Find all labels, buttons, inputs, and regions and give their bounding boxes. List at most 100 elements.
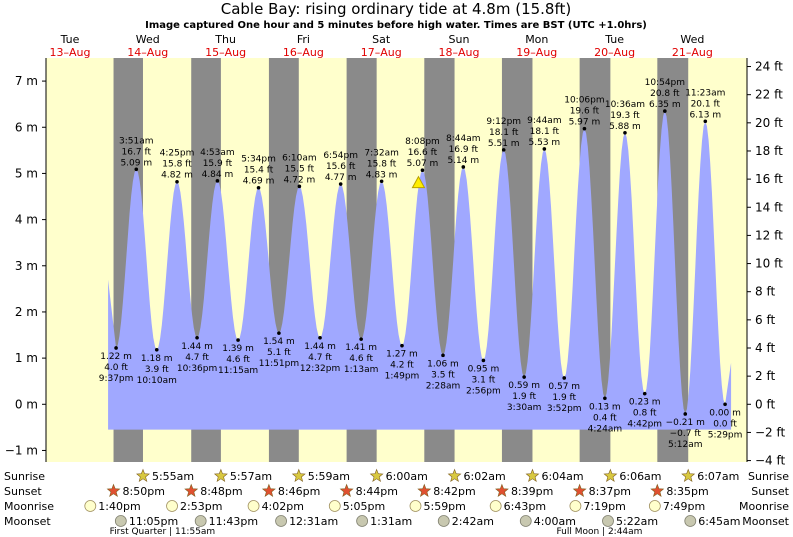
low-tide-m: 0.95 m	[468, 364, 500, 374]
moonrise-icon	[84, 500, 97, 512]
tide-point	[542, 147, 547, 151]
left-tick-label: 6 m	[15, 120, 38, 134]
low-tide-ft: 0.8 ft	[633, 409, 657, 419]
low-tide-ft: 3.5 ft	[431, 370, 455, 380]
day-date: 15–Aug	[205, 46, 246, 59]
left-tick-label: 3 m	[15, 259, 38, 273]
low-tide-m: 1.27 m	[386, 350, 418, 360]
right-tick-label: 10 ft	[755, 257, 783, 271]
high-tide-time: 11:23am	[685, 88, 725, 98]
right-tick-label: 24 ft	[755, 60, 783, 74]
high-tide-ft: 20.8 ft	[650, 89, 680, 99]
moonrise-icon	[247, 500, 260, 512]
day-date: 21–Aug	[672, 46, 713, 59]
high-tide-m: 4.84 m	[202, 170, 234, 180]
tide-point	[256, 185, 261, 190]
low-tide-time: 5:12am	[668, 440, 703, 450]
right-tick-label: 8 ft	[755, 285, 775, 299]
low-tide-ft: 4.0 ft	[104, 363, 128, 373]
tide-point	[501, 148, 506, 152]
sunrise-icon	[369, 468, 384, 482]
moonrise-time: 2:53pm	[180, 500, 222, 513]
right-tick-label: 18 ft	[755, 144, 783, 158]
moonset-time: 12:31am	[289, 515, 338, 528]
left-tick-label: 2 m	[15, 305, 38, 319]
moonrise-time: 4:02pm	[262, 500, 304, 513]
sunrise-time: 6:06am	[619, 470, 661, 483]
day-date: 19–Aug	[516, 46, 557, 59]
tide-point	[379, 179, 384, 184]
low-tide-m: 1.22 m	[100, 352, 132, 362]
right-tick-label: −2 ft	[755, 425, 786, 439]
low-tide-m: 0.57 m	[548, 382, 580, 392]
moonrise-time: 7:49pm	[663, 500, 705, 513]
low-tide-time: 1:49pm	[385, 372, 420, 382]
low-tide-time: 10:10am	[137, 376, 177, 386]
day-name: Fri	[297, 33, 310, 46]
sunrise-icon	[603, 468, 618, 482]
right-tick-label: 2 ft	[755, 369, 775, 383]
tide-curve	[108, 111, 732, 430]
low-tide-ft: 0.4 ft	[593, 413, 617, 423]
chart-title: Cable Bay: rising ordinary tide at 4.8m …	[221, 0, 571, 18]
moonset-icon	[602, 515, 614, 527]
high-tide-ft: 18.1 ft	[489, 128, 519, 138]
sunset-time: 8:48pm	[200, 485, 242, 498]
day-name: Mon	[525, 33, 548, 46]
row-label-left-sunset: Sunset	[4, 485, 42, 498]
moonrise-icon	[489, 500, 502, 512]
low-tide-m: 1.44 m	[304, 342, 336, 352]
left-tick-label: 7 m	[15, 74, 38, 88]
tide-point	[297, 184, 302, 189]
day-name: Sun	[449, 33, 470, 46]
tide-point	[277, 331, 281, 335]
sunset-icon	[650, 483, 665, 497]
left-tick-label: −1 m	[5, 443, 38, 457]
high-tide-time: 10:36am	[605, 100, 645, 110]
moonset-time: 6:45am	[698, 515, 740, 528]
tide-point	[338, 182, 343, 186]
day-date: 18–Aug	[439, 46, 480, 59]
high-tide-m: 5.88 m	[609, 122, 641, 132]
high-tide-ft: 16.6 ft	[408, 148, 438, 158]
high-tide-m: 5.09 m	[120, 158, 152, 168]
low-tide-time: 4:42pm	[627, 420, 662, 430]
sunset-icon	[417, 483, 432, 497]
low-tide-ft: 4.7 ft	[185, 353, 209, 363]
day-name: Wed	[136, 33, 160, 46]
low-tide-time: 1:13am	[344, 365, 379, 375]
day-date: 17–Aug	[361, 46, 402, 59]
high-tide-time: 9:12pm	[486, 117, 521, 127]
current-tide-marker	[411, 175, 426, 189]
high-tide-time: 8:08pm	[405, 137, 440, 147]
low-tide-ft: 1.9 ft	[552, 393, 576, 403]
moonset-icon	[356, 515, 369, 527]
high-tide-m: 4.77 m	[325, 173, 357, 183]
low-tide-time: 3:30am	[507, 403, 542, 413]
high-tide-ft: 18.1 ft	[530, 127, 560, 137]
moonset-time: 11:05pm	[129, 515, 178, 528]
low-tide-m: 0.00 m	[709, 408, 741, 418]
moonset-time: 1:31am	[370, 515, 412, 528]
high-tide-time: 9:44am	[527, 116, 562, 126]
high-tide-ft: 16.9 ft	[449, 145, 479, 155]
high-tide-m: 5.97 m	[569, 118, 601, 128]
sunset-icon	[495, 483, 509, 497]
right-tick-label: 14 ft	[755, 200, 783, 214]
low-tide-ft: 4.6 ft	[349, 354, 373, 364]
left-tick-label: 0 m	[15, 397, 38, 411]
sunset-time: 8:50pm	[123, 485, 165, 498]
day-date: 16–Aug	[283, 46, 324, 59]
low-tide-m: 1.54 m	[263, 337, 295, 347]
day-name: Tue	[604, 33, 624, 46]
moon-phase-label: First Quarter | 11:55am	[110, 527, 216, 537]
moonrise-time: 6:43pm	[504, 500, 546, 513]
high-tide-m: 4.82 m	[161, 171, 193, 181]
right-tick-label: 22 ft	[755, 88, 783, 102]
moonrise-icon	[328, 500, 341, 512]
tide-point	[195, 335, 199, 340]
low-tide-m: 1.39 m	[222, 344, 254, 354]
sunset-icon	[184, 483, 199, 497]
right-tick-label: 16 ft	[755, 172, 783, 186]
low-tide-ft: 5.1 ft	[267, 348, 291, 358]
